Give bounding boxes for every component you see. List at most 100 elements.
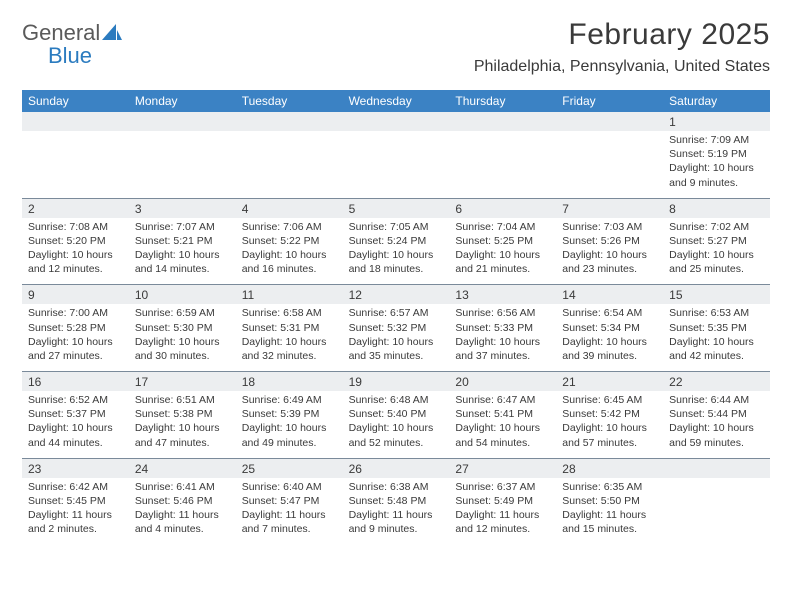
detail-line: Daylight: 10 hours — [349, 248, 444, 262]
day-details: Sunrise: 6:45 AMSunset: 5:42 PMDaylight:… — [556, 391, 663, 458]
day-number: 12 — [343, 285, 450, 304]
day-details — [129, 131, 236, 198]
detail-line: Sunset: 5:31 PM — [242, 321, 337, 335]
detail-line: Sunset: 5:49 PM — [455, 494, 550, 508]
day-details: Sunrise: 7:07 AMSunset: 5:21 PMDaylight:… — [129, 218, 236, 285]
detail-line: Daylight: 10 hours — [349, 335, 444, 349]
detail-line: Sunset: 5:25 PM — [455, 234, 550, 248]
detail-line: Sunset: 5:24 PM — [349, 234, 444, 248]
detail-line: Daylight: 10 hours — [242, 248, 337, 262]
day-details: Sunrise: 6:56 AMSunset: 5:33 PMDaylight:… — [449, 304, 556, 371]
day-details: Sunrise: 6:47 AMSunset: 5:41 PMDaylight:… — [449, 391, 556, 458]
detail-line: and 18 minutes. — [349, 262, 444, 276]
detail-line: Sunrise: 6:56 AM — [455, 306, 550, 320]
detail-line: Sunset: 5:45 PM — [28, 494, 123, 508]
day-details: Sunrise: 6:48 AMSunset: 5:40 PMDaylight:… — [343, 391, 450, 458]
detail-line: and 25 minutes. — [669, 262, 764, 276]
detail-line: Sunrise: 7:06 AM — [242, 220, 337, 234]
detail-line: Daylight: 10 hours — [135, 248, 230, 262]
detail-line: Sunset: 5:50 PM — [562, 494, 657, 508]
detail-line: Sunrise: 6:37 AM — [455, 480, 550, 494]
brand-word2: Blue — [48, 43, 92, 68]
detail-line: Sunrise: 6:35 AM — [562, 480, 657, 494]
detail-line: Sunset: 5:48 PM — [349, 494, 444, 508]
day-number: 5 — [343, 199, 450, 218]
detail-line: Sunrise: 6:48 AM — [349, 393, 444, 407]
weekday-label: Wednesday — [343, 90, 450, 112]
detail-line: Daylight: 10 hours — [28, 421, 123, 435]
day-number: 20 — [449, 372, 556, 391]
detail-line: Sunrise: 6:53 AM — [669, 306, 764, 320]
day-number: 4 — [236, 199, 343, 218]
weekday-label: Saturday — [663, 90, 770, 112]
day-number: 22 — [663, 372, 770, 391]
day-number: 28 — [556, 459, 663, 478]
detail-line: Daylight: 11 hours — [135, 508, 230, 522]
detail-line: Daylight: 11 hours — [242, 508, 337, 522]
day-number: 14 — [556, 285, 663, 304]
day-number — [449, 112, 556, 131]
weekday-header-row: Sunday Monday Tuesday Wednesday Thursday… — [22, 90, 770, 112]
day-number: 3 — [129, 199, 236, 218]
day-number: 19 — [343, 372, 450, 391]
day-number — [22, 112, 129, 131]
detail-line: Sunset: 5:28 PM — [28, 321, 123, 335]
detail-line: Daylight: 10 hours — [562, 248, 657, 262]
detail-line: Daylight: 10 hours — [562, 421, 657, 435]
day-number: 25 — [236, 459, 343, 478]
day-details: Sunrise: 6:38 AMSunset: 5:48 PMDaylight:… — [343, 478, 450, 545]
detail-line: and 7 minutes. — [242, 522, 337, 536]
day-number — [556, 112, 663, 131]
day-details: Sunrise: 7:09 AMSunset: 5:19 PMDaylight:… — [663, 131, 770, 198]
detail-line: and 23 minutes. — [562, 262, 657, 276]
calendar-week: 1Sunrise: 7:09 AMSunset: 5:19 PMDaylight… — [22, 112, 770, 199]
detail-line: Sunrise: 7:08 AM — [28, 220, 123, 234]
detail-line: Sunset: 5:26 PM — [562, 234, 657, 248]
detail-line: Daylight: 10 hours — [455, 421, 550, 435]
detail-line: and 52 minutes. — [349, 436, 444, 450]
detail-line: Sunrise: 6:47 AM — [455, 393, 550, 407]
location-text: Philadelphia, Pennsylvania, United State… — [474, 58, 770, 76]
detail-line: Sunset: 5:19 PM — [669, 147, 764, 161]
brand-logo: General Blue — [22, 18, 122, 68]
day-details: Sunrise: 6:40 AMSunset: 5:47 PMDaylight:… — [236, 478, 343, 545]
detail-line: Sunrise: 6:44 AM — [669, 393, 764, 407]
day-number: 16 — [22, 372, 129, 391]
detail-line: Sunset: 5:47 PM — [242, 494, 337, 508]
day-details: Sunrise: 6:59 AMSunset: 5:30 PMDaylight:… — [129, 304, 236, 371]
day-details: Sunrise: 6:52 AMSunset: 5:37 PMDaylight:… — [22, 391, 129, 458]
day-number: 13 — [449, 285, 556, 304]
detail-line: and 14 minutes. — [135, 262, 230, 276]
detail-line: Sunset: 5:33 PM — [455, 321, 550, 335]
day-details — [22, 131, 129, 198]
detail-line: and 57 minutes. — [562, 436, 657, 450]
day-details: Sunrise: 6:57 AMSunset: 5:32 PMDaylight:… — [343, 304, 450, 371]
day-number: 18 — [236, 372, 343, 391]
detail-line: Sunset: 5:20 PM — [28, 234, 123, 248]
day-number: 9 — [22, 285, 129, 304]
calendar-week: 16171819202122Sunrise: 6:52 AMSunset: 5:… — [22, 372, 770, 459]
day-number: 6 — [449, 199, 556, 218]
day-number: 11 — [236, 285, 343, 304]
detail-line: and 12 minutes. — [455, 522, 550, 536]
day-details — [449, 131, 556, 198]
day-details: Sunrise: 6:42 AMSunset: 5:45 PMDaylight:… — [22, 478, 129, 545]
detail-line: Sunrise: 6:57 AM — [349, 306, 444, 320]
detail-line: and 37 minutes. — [455, 349, 550, 363]
detail-line: and 27 minutes. — [28, 349, 123, 363]
day-details: Sunrise: 6:35 AMSunset: 5:50 PMDaylight:… — [556, 478, 663, 545]
month-title: February 2025 — [474, 18, 770, 52]
day-details: Sunrise: 7:00 AMSunset: 5:28 PMDaylight:… — [22, 304, 129, 371]
day-details: Sunrise: 6:58 AMSunset: 5:31 PMDaylight:… — [236, 304, 343, 371]
detail-line: and 47 minutes. — [135, 436, 230, 450]
detail-line: Daylight: 10 hours — [28, 248, 123, 262]
day-details: Sunrise: 6:41 AMSunset: 5:46 PMDaylight:… — [129, 478, 236, 545]
detail-line: Sunrise: 7:02 AM — [669, 220, 764, 234]
day-number — [129, 112, 236, 131]
day-number — [236, 112, 343, 131]
day-details: Sunrise: 7:06 AMSunset: 5:22 PMDaylight:… — [236, 218, 343, 285]
detail-line: Sunrise: 7:03 AM — [562, 220, 657, 234]
detail-line: Daylight: 10 hours — [135, 421, 230, 435]
detail-line: Daylight: 10 hours — [135, 335, 230, 349]
header-row: General Blue February 2025 Philadelphia,… — [22, 18, 770, 76]
